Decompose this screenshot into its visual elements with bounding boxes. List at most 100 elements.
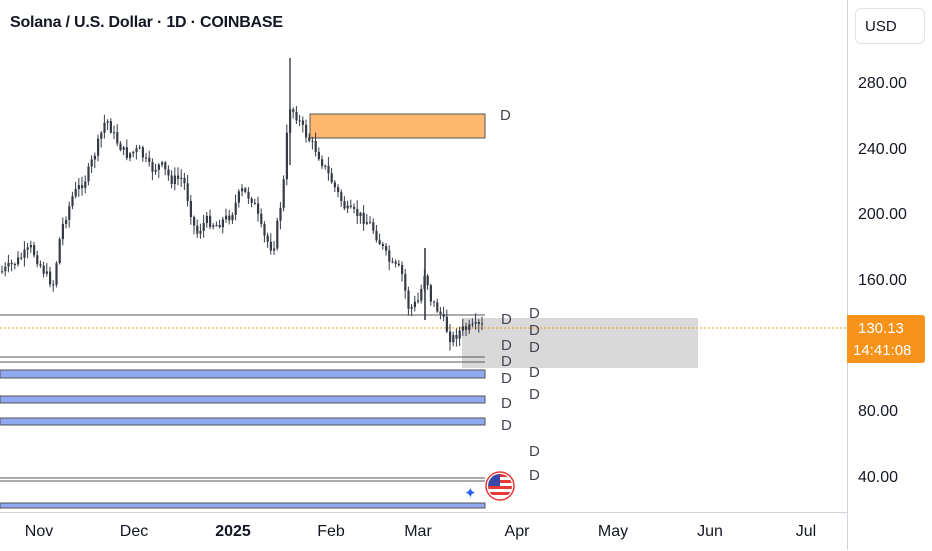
usa-flag-icon[interactable] bbox=[485, 471, 515, 501]
last-price-value: 130.13 bbox=[858, 320, 904, 337]
candle-body bbox=[183, 177, 186, 184]
candle-body bbox=[244, 188, 247, 192]
price-chart[interactable] bbox=[0, 0, 847, 512]
candle-body bbox=[225, 215, 228, 220]
currency-button[interactable]: USD bbox=[855, 8, 925, 44]
zone-label-d: D bbox=[529, 305, 540, 322]
candle-body bbox=[202, 223, 205, 231]
candle-body bbox=[125, 147, 128, 158]
candle-body bbox=[471, 323, 474, 325]
candle-body bbox=[113, 132, 116, 134]
gray-zone-rect bbox=[462, 318, 698, 368]
candle-body bbox=[305, 124, 308, 138]
candle-body bbox=[10, 262, 13, 265]
candle-body bbox=[385, 246, 388, 251]
candle-body bbox=[407, 290, 410, 309]
candle-body bbox=[433, 301, 436, 303]
candle-body bbox=[1, 271, 4, 273]
candle-body bbox=[145, 157, 148, 159]
candle-body bbox=[97, 138, 100, 156]
candle-body bbox=[346, 205, 349, 209]
candle-body bbox=[474, 322, 477, 324]
candle-body bbox=[109, 121, 112, 133]
candle-body bbox=[401, 265, 404, 275]
candle-body bbox=[343, 201, 346, 209]
candle-body bbox=[7, 262, 10, 267]
candle-body bbox=[84, 181, 87, 188]
candle-body bbox=[375, 230, 378, 241]
candle-body bbox=[221, 219, 224, 228]
candle-body bbox=[209, 215, 212, 227]
time-tick: Apr bbox=[504, 523, 530, 540]
candle-body bbox=[186, 183, 189, 202]
candle-body bbox=[311, 140, 314, 142]
candle-body bbox=[330, 173, 333, 183]
candle-body bbox=[333, 182, 336, 188]
candle-body bbox=[449, 331, 452, 343]
candle-body bbox=[314, 141, 317, 152]
zone-label-d: D bbox=[501, 353, 512, 370]
candle-body bbox=[170, 175, 173, 184]
candle-body bbox=[241, 188, 244, 192]
candle-body bbox=[61, 223, 64, 240]
candle-body bbox=[13, 264, 16, 266]
candle-body bbox=[349, 205, 352, 207]
time-axis[interactable]: Nov Dec 2025 Feb Mar Apr May Jun Jul bbox=[0, 512, 847, 551]
candle-body bbox=[452, 335, 455, 343]
candle-body bbox=[180, 177, 183, 179]
time-tick: Jul bbox=[795, 523, 817, 540]
candle-body bbox=[324, 165, 327, 167]
zone-label-d: D bbox=[501, 337, 512, 354]
candle-body bbox=[247, 191, 250, 199]
zone-label-d: D bbox=[529, 364, 540, 381]
sparkle-icon[interactable]: ✦ bbox=[464, 485, 477, 502]
candle-body bbox=[417, 300, 420, 302]
candle-body bbox=[301, 120, 304, 125]
candle-body bbox=[337, 187, 340, 193]
candle-body bbox=[321, 159, 324, 166]
time-tick: Mar bbox=[404, 523, 432, 540]
candle-body bbox=[45, 271, 48, 274]
candle-body bbox=[388, 250, 391, 262]
zone-label-d: D bbox=[529, 322, 540, 339]
zone-label-d: D bbox=[501, 395, 512, 412]
candle-body bbox=[397, 263, 400, 266]
candle-body bbox=[93, 155, 96, 160]
chart-pane[interactable]: Solana / U.S. Dollar · 1D · COINBASE D D… bbox=[0, 0, 847, 512]
price-scale[interactable] bbox=[847, 0, 932, 550]
candle-body bbox=[116, 132, 119, 144]
candle-body bbox=[413, 301, 416, 308]
candle-body bbox=[410, 307, 413, 309]
candle-body bbox=[340, 192, 343, 202]
zone-label-d: D bbox=[500, 107, 511, 124]
candle-body bbox=[372, 222, 375, 231]
demand-zone-rect bbox=[0, 502, 486, 509]
candle-body bbox=[23, 249, 26, 258]
candle-body bbox=[445, 316, 448, 332]
candle-body bbox=[317, 151, 320, 160]
candle-body bbox=[394, 261, 397, 264]
candle-body bbox=[369, 222, 372, 224]
zone-label-d: D bbox=[501, 370, 512, 387]
candle-body bbox=[103, 122, 106, 133]
candle-body bbox=[164, 162, 167, 170]
candle-body bbox=[292, 109, 295, 112]
candle-body bbox=[4, 266, 7, 272]
candle-body bbox=[157, 164, 160, 170]
demand-zone-rect bbox=[0, 395, 486, 404]
price-tick: 240.00 bbox=[858, 141, 907, 158]
candle-body bbox=[90, 159, 93, 167]
candle-body bbox=[151, 162, 154, 172]
candle-body bbox=[199, 230, 202, 234]
candle-body bbox=[426, 275, 429, 286]
candle-body bbox=[477, 322, 480, 324]
candle-body bbox=[442, 314, 445, 317]
candle-body bbox=[20, 257, 23, 259]
candle-body bbox=[439, 311, 442, 315]
time-tick: May bbox=[597, 523, 629, 540]
candle-body bbox=[461, 326, 464, 331]
candle-body bbox=[362, 212, 365, 224]
candle-body bbox=[359, 212, 362, 217]
candle-body bbox=[298, 120, 301, 122]
candle-body bbox=[269, 241, 272, 251]
